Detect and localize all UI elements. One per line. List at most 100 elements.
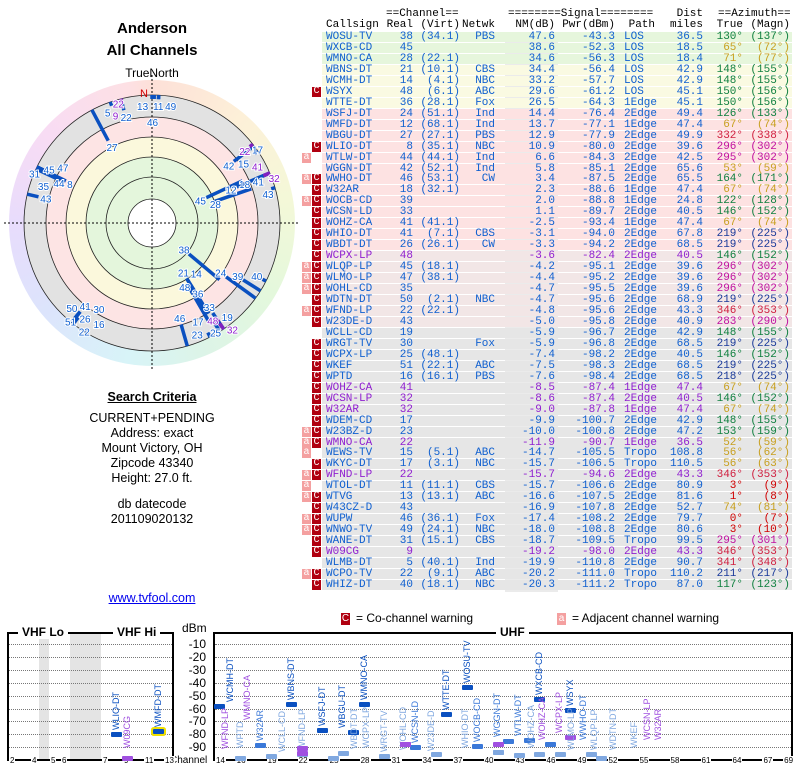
spectrum-marker[interactable]: [585, 752, 597, 758]
cell-network: PBS: [475, 129, 495, 142]
table-row[interactable]: WFND-LP 22 -15.7 -94.6 2Edge 43.3 346° (353°): [322, 470, 792, 481]
table-row[interactable]: WCSN-LD 33 1.1 -89.7 2Edge 40.5 146° (152°): [322, 207, 792, 218]
table-row[interactable]: WBNS-DT 21 (10.1) CBS 34.4 -56.4 LOS 42.9 148° (1…: [322, 64, 792, 75]
table-row[interactable]: WTOL-DT 11 (11.1) CBS -15.7 -106.6 2Edge 80.9 3°…: [322, 481, 792, 492]
spectrum-marker[interactable]: [111, 732, 122, 738]
spectrum-marker[interactable]: [255, 743, 267, 749]
cell-path: 2Edge: [624, 392, 658, 405]
cell-azimuth-magnetic: (302°): [750, 283, 790, 296]
spectrum-marker[interactable]: [214, 703, 225, 709]
table-row[interactable]: WHIZ-DT 40 (18.1) NBC -20.3 -111.2 Tropo 87.0 11…: [322, 580, 792, 591]
spectrum-marker[interactable]: [317, 727, 329, 733]
table-row[interactable]: WXCB-CD 45 38.6 -52.3 LOS 18.5 65° (72°): [322, 42, 792, 53]
table-row[interactable]: WCMH-DT 14 (4.1) NBC 33.2 -57.7 LOS 42.9 148° (15…: [322, 75, 792, 86]
table-row[interactable]: WLMB-DT 5 (40.1) Ind -19.9 -110.8 2Edge 90.7 341…: [322, 558, 792, 569]
spectrum-marker[interactable]: [358, 701, 370, 707]
spectrum-marker[interactable]: [153, 728, 164, 734]
table-row[interactable]: WKYC-DT 17 (3.1) NBC -15.7 -106.5 Tropo 110.5 56…: [322, 459, 792, 470]
table-row[interactable]: WWHO-DT 46 (53.1) CW 3.4 -87.5 2Edge 65.5 164° (1…: [322, 174, 792, 185]
table-row[interactable]: W32AR 18 (32.1) 2.3 -88.6 1Edge 47.4 67° (74°): [322, 185, 792, 196]
table-row[interactable]: WSYX 48 (6.1) ABC 29.6 -61.2 LOS 45.1 150° (156°): [322, 86, 792, 97]
spectrum-marker[interactable]: [348, 729, 360, 735]
spectrum-marker[interactable]: [441, 712, 453, 718]
spectrum-marker[interactable]: [337, 750, 349, 756]
table-row[interactable]: WDTN-DT 50 (2.1) NBC -4.7 -95.6 2Edge 68.9 219° (…: [322, 295, 792, 306]
channel-tick-label: 40: [483, 756, 495, 765]
table-row[interactable]: WDEM-CD 17 -9.9 -100.7 2Edge 42.9 148° (155°): [322, 415, 792, 426]
cell-callsign: WBDT-DT: [326, 239, 373, 252]
table-row[interactable]: WCPO-TV 22 (9.1) ABC -20.2 -111.0 Tropo 110.2 21…: [322, 569, 792, 580]
table-row[interactable]: W23BZ-D 23 -10.0 -100.8 2Edge 47.2 153° (159°): [322, 426, 792, 437]
table-row[interactable]: WTLW-DT 44 (44.1) Ind 6.6 -84.3 2Edge 42.5 295° (…: [322, 151, 792, 164]
table-row[interactable]: WHIO-DT 41 (7.1) CBS -3.1 -94.0 2Edge 67.8 219° (…: [322, 229, 792, 240]
table-row[interactable]: WFND-LP 22 (22.1) -4.8 -95.6 2Edge 43.3 346° (35…: [322, 306, 792, 317]
spectrum-marker[interactable]: [513, 752, 525, 758]
header-callsign: Callsign: [326, 19, 379, 31]
spectrum-station-label: WSFJ-DT: [317, 686, 328, 726]
spectrum-marker[interactable]: [379, 753, 391, 759]
spectrum-marker[interactable]: [234, 756, 246, 762]
table-row[interactable]: WMNO-CA 28 (22.1) 34.6 -56.3 LOS 18.4 71° (77°): [322, 53, 792, 64]
spectrum-marker[interactable]: [565, 735, 577, 741]
table-row[interactable]: W23DE-D 43 -5.0 -95.8 2Edge 40.9 283° (290°): [322, 316, 792, 327]
spectrum-marker[interactable]: [327, 755, 339, 761]
table-row[interactable]: WSFJ-DT 24 (51.1) Ind 14.4 -76.4 2Edge 49.4 126°…: [322, 108, 792, 119]
table-row[interactable]: W43CZ-D 43 -16.9 -107.8 2Edge 52.7 74° (81°): [322, 502, 792, 515]
table-row[interactable]: WTTE-DT 36 (28.1) Fox 26.5 -64.3 1Edge 45.1 150°…: [322, 97, 792, 108]
table-row[interactable]: W32AR 32 -9.0 -87.8 1Edge 47.4 67° (74°): [322, 404, 792, 415]
table-row[interactable]: WMFD-DT 12 (68.1) Ind 13.7 -77.1 1Edge 47.4 67° (…: [322, 119, 792, 130]
spectrum-marker[interactable]: [554, 751, 566, 757]
spectrum-marker[interactable]: [492, 750, 504, 756]
table-row[interactable]: WBGU-DT 27 (27.1) PBS 12.9 -77.9 2Edge 49.9 332°…: [322, 129, 792, 142]
spectrum-marker[interactable]: [534, 696, 546, 702]
spectrum-marker[interactable]: [544, 741, 556, 747]
table-row[interactable]: W09CG 9 -19.2 -98.0 2Edge 43.3 346° (353°): [322, 547, 792, 558]
table-row[interactable]: WRGT-TV 30 Fox -5.9 -96.8 2Edge 68.5 219° (225°): [322, 338, 792, 349]
table-row[interactable]: WOHZ-CA 41 -8.5 -87.4 1Edge 47.4 67° (74°): [322, 382, 792, 393]
table-row[interactable]: WLQP-LP 45 (18.1) -4.2 -95.1 2Edge 39.6 296° (30…: [322, 262, 792, 273]
table-row[interactable]: WOCB-CD 39 2.0 -88.8 1Edge 24.8 122° (128°): [322, 196, 792, 207]
spectrum-marker[interactable]: [296, 746, 308, 752]
spectrum-marker[interactable]: [565, 708, 577, 714]
table-row[interactable]: WCSN-LP 32 -8.6 -87.4 2Edge 40.5 146° (152°): [322, 392, 792, 405]
table-row[interactable]: WPTD 16 (16.1) PBS -7.6 -98.4 2Edge 68.5 218° (22…: [322, 371, 792, 382]
table-row[interactable]: WCPX-LP 25 (48.1) -7.4 -98.2 2Edge 40.5 146° (15…: [322, 349, 792, 360]
table-row[interactable]: WBDT-DT 26 (26.1) CW -3.3 -94.2 2Edge 68.5 219° (…: [322, 239, 792, 252]
spectrum-marker[interactable]: [596, 755, 608, 761]
table-row[interactable]: WMNO-CA 22 -11.9 -90.7 1Edge 36.5 52° (59°): [322, 437, 792, 448]
table-row[interactable]: WNWO-TV 49 (24.1) NBC -18.0 -108.8 2Edge 80.6 3°…: [322, 525, 792, 536]
table-row[interactable]: WUPW 46 (36.1) Fox -17.4 -108.2 2Edge 79.7 0° (7°…: [322, 514, 792, 525]
cell-callsign: WTLW-DT: [326, 151, 373, 164]
table-row[interactable]: WKEF 51 (22.1) ABC -7.5 -98.3 2Edge 68.5 219° (22…: [322, 360, 792, 371]
cell-virtual-channel: (15.1): [420, 535, 460, 548]
table-row[interactable]: WANE-DT 31 (15.1) CBS -18.7 -109.5 Tropo 99.5 29…: [322, 535, 792, 548]
spectrum-marker[interactable]: [461, 684, 473, 690]
table-row[interactable]: WOSU-TV 38 (34.1) PBS 47.6 -43.3 LOS 36.5 130° (1…: [322, 32, 792, 43]
table-row[interactable]: WGGN-DT 42 (52.1) Ind 5.8 -85.1 2Edge 65.6 53° (5…: [322, 163, 792, 174]
adjacent-warning-icon: a: [302, 195, 311, 207]
cell-azimuth-true: 74°: [723, 502, 743, 515]
spectrum-marker[interactable]: [410, 744, 422, 750]
table-row[interactable]: WOHZ-CA 41 (41.1) -2.5 -93.4 1Edge 47.4 67° (74°…: [322, 218, 792, 229]
table-row[interactable]: WEWS-TV 15 (5.1) ABC -14.7 -105.5 Tropo 108.8 56…: [322, 448, 792, 459]
table-row[interactable]: WLIO-DT 8 (35.1) NBC 10.9 -80.0 2Edge 39.6 296° (…: [322, 141, 792, 152]
spectrum-marker[interactable]: [286, 701, 298, 707]
spectrum-marker[interactable]: [399, 742, 411, 748]
spectrum-marker[interactable]: [265, 753, 277, 759]
spectrum-marker[interactable]: [492, 741, 504, 747]
spectrum-marker[interactable]: [523, 737, 535, 743]
spectrum-marker[interactable]: [122, 755, 133, 761]
spectrum-marker[interactable]: [534, 751, 546, 757]
cell-distance: 40.5: [676, 392, 703, 405]
tvfool-link[interactable]: www.tvfool.com: [108, 591, 196, 605]
spectrum-marker[interactable]: [472, 743, 484, 749]
table-row[interactable]: WCPX-LP 48 -3.6 -82.4 2Edge 40.5 146° (152°): [322, 251, 792, 262]
table-row[interactable]: WLMO-LP 47 (38.1) -4.4 -95.2 2Edge 39.6 296° (30…: [322, 273, 792, 284]
spectrum-marker[interactable]: [430, 752, 442, 758]
spectrum-marker[interactable]: [503, 738, 515, 744]
table-row[interactable]: WTVG 13 (13.1) ABC -16.6 -107.5 2Edge 81.6 1° (8°…: [322, 492, 792, 503]
table-row[interactable]: WCLL-CD 19 -5.9 -96.7 2Edge 42.9 148° (155°): [322, 327, 792, 338]
table-row[interactable]: WOHL-CD 35 -4.7 -95.5 2Edge 39.6 296° (302°): [322, 283, 792, 296]
spectrum-station-label: W23DE-D: [425, 710, 436, 751]
spectrum-marker[interactable]: [296, 751, 308, 757]
